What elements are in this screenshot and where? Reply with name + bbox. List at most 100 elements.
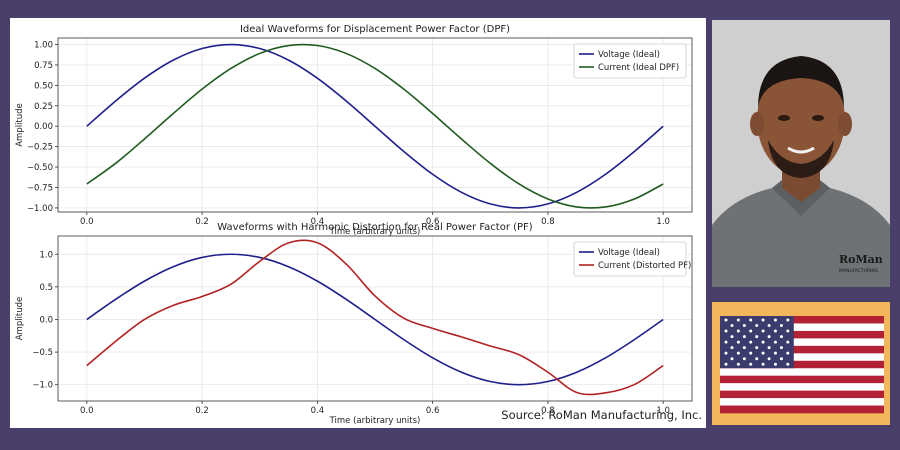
flag-star [773,351,777,355]
series-line-2 [86,43,664,209]
flag-star [773,340,777,344]
flag-star [724,362,728,366]
flag-star [767,324,771,328]
x-tick-label: 0.4 [311,406,325,416]
legend-label: Current (Distorted PF) [598,261,691,271]
flag-stripe [720,360,884,369]
flag-stripe [720,405,884,414]
flag-star [773,318,777,322]
flag-star [724,318,728,322]
x-tick-label: 0.4 [311,217,325,227]
y-tick-label: 0.00 [34,122,53,132]
x-tick-label: 0.8 [541,406,555,416]
y-tick-label: 0.0 [39,315,53,325]
flag-star [755,335,759,339]
x-tick-label: 0.0 [80,217,94,227]
flag-star [749,340,753,344]
legend-label: Voltage (Ideal) [598,50,660,60]
flag-stripe [720,345,884,354]
flag-stripe [720,316,884,324]
flag-star [761,329,765,333]
x-axis-label: Time (arbitrary units) [329,416,421,426]
flag-star [761,362,765,366]
flag-star [742,346,746,350]
flag-star [749,329,753,333]
flag-stripe [720,390,884,399]
flag-star [761,318,765,322]
y-tick-label: 1.0 [39,250,53,260]
flag-star [779,346,783,350]
flag-star [749,362,753,366]
flag-star [773,329,777,333]
flag-star [724,340,728,344]
chart-svg: 0.0 0.2 0.4 0.6 0.8 1.0 1.00 0.75 0.50 0.25 0.00 −0… [15,24,693,426]
flag-star [773,362,777,366]
legend: Voltage (Ideal) Current (Distorted PF) [573,241,691,277]
flag-star [779,357,783,361]
legend-box [573,241,687,277]
us-flag-panel [712,302,890,425]
flag-star [786,340,790,344]
legend-label: Voltage (Ideal) [598,248,660,258]
x-axis-label: Time (arbitrary units) [329,227,421,237]
x-tick-label: 0.2 [195,217,209,227]
flag-star [755,346,759,350]
flag-star [786,351,790,355]
x-tick-label: 0.6 [426,217,440,227]
flag-star [761,351,765,355]
flag-star [767,357,771,361]
chart-2: 0.0 0.2 0.4 0.6 0.8 1.0 1.0 0.5 0.0 −0.5 −1.0 Wavef… [15,222,693,426]
y-tick-label: 1.00 [34,41,53,51]
y-tick-label: −0.25 [27,143,53,153]
flag-star [724,351,728,355]
y-tick-label: −0.5 [32,348,53,358]
y-tick-label: −0.50 [27,163,53,173]
flag-star [736,318,740,322]
axes-frame [57,235,693,402]
legend-box [573,43,687,79]
x-tick-label: 0.0 [80,406,94,416]
flag-stripe [720,353,884,362]
y-axis-label: Amplitude [15,103,25,147]
flag-canton [720,316,794,369]
portrait-illustration: RoMan MANUFACTURING [712,20,890,287]
flag-star [736,340,740,344]
chart-panel: 0.0 0.2 0.4 0.6 0.8 1.0 1.00 0.75 0.50 0.25 0.00 −0… [10,18,706,428]
x-tick-label: 0.2 [195,406,209,416]
flag-star [742,324,746,328]
shirt-logo-subtext: MANUFACTURING [839,268,879,274]
flag-star [786,329,790,333]
shirt-logo: RoMan [839,253,883,266]
x-tick-label: 0.8 [541,217,555,227]
flag-stripe [720,398,884,406]
flag-star [736,362,740,366]
series-line-1 [86,43,664,209]
flag-star [742,357,746,361]
flag-star [761,340,765,344]
flag-star [779,335,783,339]
y-tick-label: −1.0 [32,381,53,391]
flag-star [730,324,734,328]
y-tick-label: −0.75 [27,183,53,193]
flag-star [786,362,790,366]
y-tick-label: 0.50 [34,81,53,91]
chart-1: 0.0 0.2 0.4 0.6 0.8 1.0 1.00 0.75 0.50 0.25 0.00 −0… [15,24,693,237]
x-tick-label: 1.0 [656,217,670,227]
series-line-1 [86,253,664,386]
chart-title: Waveforms with Harmonic Distortion for R… [217,222,533,233]
flag-star [730,335,734,339]
flag-star [749,351,753,355]
flag-stripe [720,368,884,376]
portrait-photo: RoMan MANUFACTURING [712,20,890,287]
y-tick-label: −1.00 [27,204,53,214]
flag-star [736,351,740,355]
flag-star [730,346,734,350]
legend-label: Current (Ideal DPF) [598,63,679,73]
flag-star [786,318,790,322]
flag-star [724,329,728,333]
flag-stripe [720,338,884,347]
y-tick-label: 0.75 [34,61,53,71]
flag-stripe [720,323,884,332]
y-axis-label: Amplitude [15,297,25,341]
chart-title: Ideal Waveforms for Displacement Power F… [240,24,510,35]
